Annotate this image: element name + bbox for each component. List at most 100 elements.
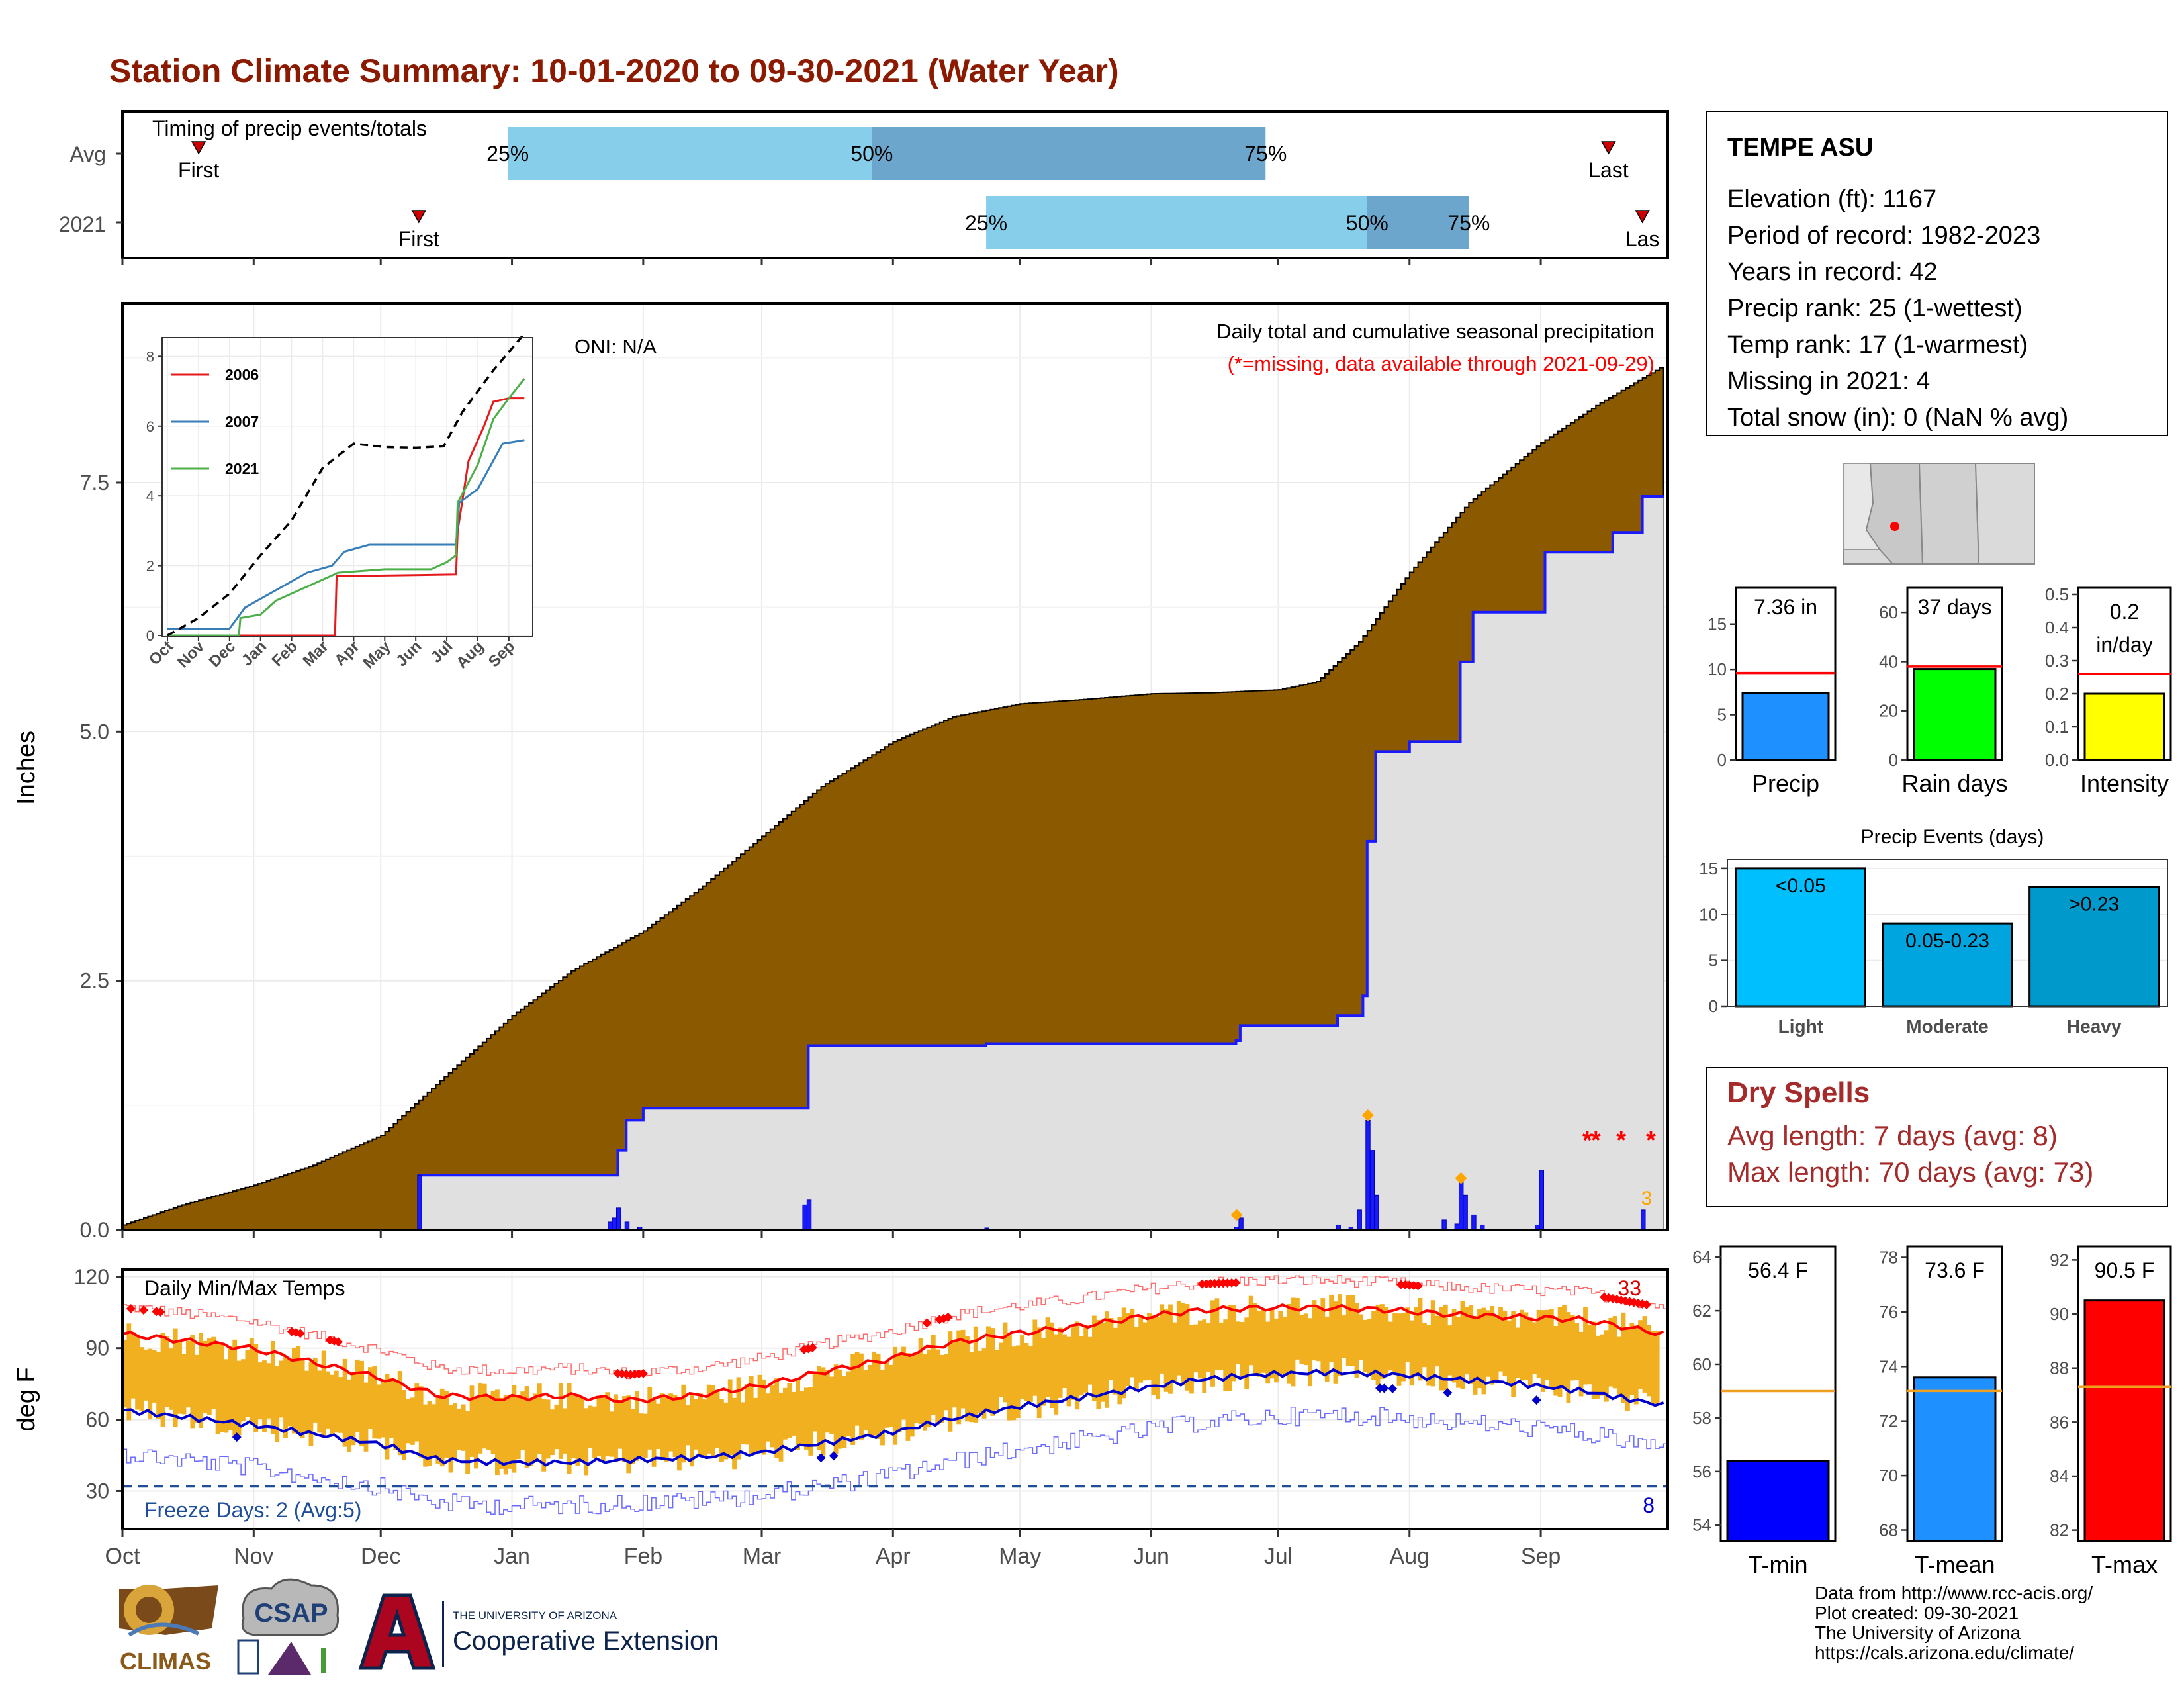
daily-temp-bar: [783, 1387, 788, 1440]
record-low-marker: [1531, 1395, 1541, 1405]
station-line: Years in record: 42: [1727, 258, 1938, 286]
daily-temp-bar: [791, 1391, 796, 1436]
daily-temp-bar: [490, 1391, 496, 1454]
daily-temp-bar: [1155, 1316, 1160, 1400]
daily-temp-bar: [1117, 1317, 1122, 1405]
daily-temp-bar: [677, 1398, 682, 1471]
daily-temp-bar: [1536, 1309, 1541, 1378]
record-high-marker: [1642, 1299, 1652, 1309]
daily-temp-bar: [1278, 1311, 1283, 1375]
tmean-t-min-bar: [1726, 1460, 1830, 1542]
station-line: Missing in 2021: 4: [1727, 367, 1930, 395]
dry-spells-box: Dry Spells Avg length: 7 days (avg: 8) M…: [1706, 1067, 2168, 1207]
csap-mountain-icon: [268, 1642, 311, 1675]
daily-temp-bar: [533, 1393, 538, 1460]
station-line: Total snow (in): 0 (NaN % avg): [1727, 404, 2068, 432]
daily-temp-bar: [872, 1351, 877, 1436]
total-y-tick-label: 0: [1717, 750, 1727, 770]
record-high-marker: [295, 1329, 305, 1338]
total-precip-bar: [1741, 692, 1830, 761]
avg-cumulative-area: [122, 367, 1664, 1231]
month-axis-label: Jul: [1264, 1544, 1293, 1569]
daily-temp-bar: [715, 1389, 720, 1448]
daily-temp-bar: [994, 1350, 999, 1411]
events-y-tick-label: 10: [1699, 904, 1718, 924]
daily-temp-bar: [796, 1380, 800, 1450]
hot-days-count: 33: [1617, 1276, 1641, 1300]
daily-temp-bar: [558, 1383, 563, 1459]
total-y-tick-label: 0.1: [2045, 717, 2069, 737]
last-event-label: Las: [1625, 227, 1660, 251]
daily-temp-bar: [1050, 1322, 1054, 1408]
daily-temp-bar: [1236, 1321, 1241, 1364]
total-value-label: 7.36 in: [1754, 595, 1817, 619]
daily-temp-bar: [944, 1354, 948, 1411]
station-line: Elevation (ft): 1167: [1727, 185, 1936, 213]
tmean-panel-label: T-max: [2091, 1551, 2158, 1578]
dry-spells-max: Max length: 70 days (avg: 73): [1727, 1156, 2093, 1188]
season-totals-panels: 0 5 10 15 7.36 in Precip 0 20 40 60 37 days Rain da…: [1707, 585, 2172, 797]
daily-temp-bar: [1612, 1316, 1617, 1389]
daily-temp-bar: [545, 1399, 551, 1459]
cold-days-count: 8: [1643, 1493, 1655, 1517]
total-value-unit: in/day: [2096, 633, 2152, 657]
month-axis-label: Feb: [624, 1544, 663, 1569]
daily-precip-bar: [802, 1204, 807, 1231]
daily-temp-bar: [778, 1392, 784, 1462]
heavy-event-marker: [1455, 1172, 1467, 1184]
daily-temp-bar: [173, 1328, 178, 1427]
tmean-panel-label: T-mean: [1914, 1551, 1995, 1578]
timing-bar-50-75: [872, 127, 1266, 180]
daily-temp-bar: [1338, 1294, 1342, 1376]
daily-temp-bar: [660, 1393, 665, 1458]
timing-p75-label: 75%: [1447, 211, 1490, 235]
daily-temp-bar: [381, 1379, 385, 1438]
timing-bar-50-75: [1367, 196, 1469, 249]
csap-cloud-icon: [241, 1578, 340, 1636]
record-high-marker: [156, 1307, 165, 1317]
precip-y-tick-label: 0.0: [80, 1218, 109, 1242]
daily-temp-bar: [981, 1348, 987, 1419]
daily-temp-bar: [584, 1408, 589, 1476]
tmean-value-label: 73.6 F: [1925, 1258, 1985, 1282]
precip-panel: 0.02.55.07.5 ** * * Inches Daily total and…: [13, 302, 1669, 1242]
daily-temp-bar: [122, 1339, 127, 1408]
daily-temp-bar: [1354, 1303, 1359, 1378]
daily-temp-bar: [499, 1397, 504, 1469]
daily-temp-bar: [893, 1346, 898, 1445]
daily-temp-bar: [931, 1335, 936, 1415]
daily-temp-bar: [1333, 1301, 1338, 1384]
daily-temp-bar: [1464, 1306, 1469, 1375]
daily-temp-bar: [495, 1389, 500, 1476]
freeze-days-label: Freeze Days: 2 (Avg:5): [144, 1498, 361, 1522]
tmean-y-tick-label: 72: [1879, 1411, 1898, 1431]
events-y-tick-label: 15: [1699, 859, 1718, 878]
daily-temp-bar: [457, 1408, 462, 1450]
daily-temp-bar: [203, 1340, 208, 1413]
daily-temp-bar: [1109, 1318, 1114, 1380]
daily-temp-bar: [571, 1395, 576, 1458]
month-axis-label: Dec: [361, 1544, 400, 1569]
daily-temp-bar: [432, 1404, 436, 1457]
daily-temp-bar: [1058, 1327, 1063, 1398]
daily-temp-bar: [1227, 1305, 1232, 1391]
daily-temp-bar: [884, 1362, 889, 1428]
month-axis-label: Aug: [1390, 1544, 1430, 1569]
total-y-tick-label: 0.4: [2045, 618, 2069, 637]
daily-temp-bar: [787, 1383, 792, 1438]
daily-temp-bar: [385, 1374, 390, 1460]
daily-temp-bar: [393, 1380, 398, 1450]
daily-temp-bar: [1439, 1307, 1444, 1391]
temp-y-tick-label: 30: [85, 1479, 109, 1503]
daily-temp-bar: [1485, 1310, 1490, 1377]
total-y-tick-label: 10: [1707, 659, 1727, 679]
temp-ylabel: deg F: [13, 1367, 40, 1431]
daily-temp-bar: [854, 1352, 860, 1426]
daily-temp-bar: [1075, 1321, 1080, 1410]
daily-precip-bar: [1539, 1170, 1544, 1231]
inset-series-avg-line: [167, 332, 525, 637]
daily-temp-bar: [719, 1399, 724, 1462]
daily-temp-bar: [304, 1370, 309, 1435]
daily-temp-bar: [1473, 1315, 1478, 1395]
temp-frame: [121, 1268, 1669, 1530]
